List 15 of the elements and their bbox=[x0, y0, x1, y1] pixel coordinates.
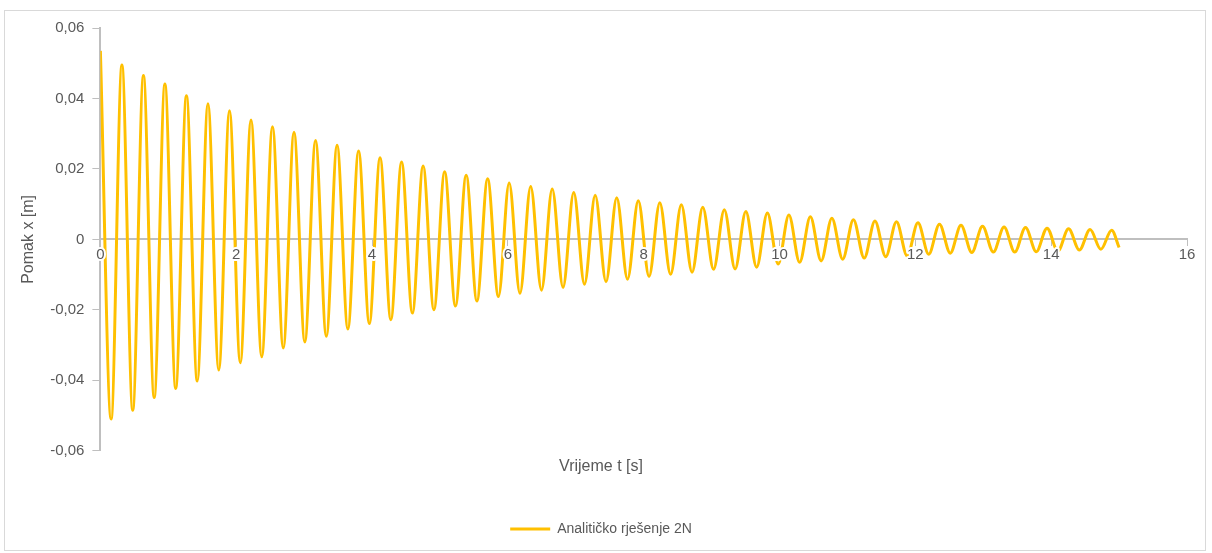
y-tick-label: 0,04 bbox=[55, 88, 85, 106]
y-tick-label: 0,02 bbox=[55, 159, 85, 177]
x-tick-label: 6 bbox=[503, 245, 513, 263]
y-tick-label: 0,06 bbox=[55, 18, 85, 36]
y-tick-label: -0,06 bbox=[50, 440, 85, 458]
y-tick-label: -0,02 bbox=[50, 300, 85, 318]
x-tick-label: 16 bbox=[1178, 245, 1196, 263]
legend-label: Analitičko rješenje 2N bbox=[557, 519, 692, 536]
x-tick-label: 14 bbox=[1042, 245, 1060, 263]
x-axis-title: Vrijeme t [s] bbox=[559, 456, 643, 474]
y-tick-label: 0 bbox=[76, 229, 85, 247]
x-tick-label: 0 bbox=[96, 245, 105, 263]
x-tick-label: 12 bbox=[907, 245, 924, 263]
y-axis-title: Pomak x [m] bbox=[19, 194, 37, 284]
y-tick-label: -0,04 bbox=[50, 370, 85, 388]
